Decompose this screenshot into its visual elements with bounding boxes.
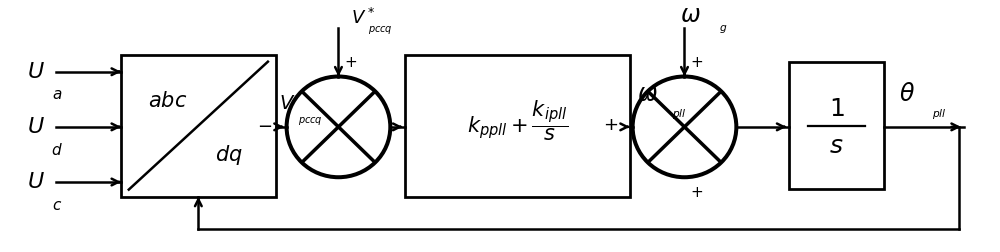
Text: $V^*$: $V^*$ (351, 8, 375, 27)
Text: $a$: $a$ (52, 87, 62, 102)
Text: $\theta$: $\theta$ (899, 81, 915, 105)
Text: $\omega$: $\omega$ (680, 3, 700, 27)
Text: $abc$: $abc$ (148, 91, 187, 111)
Text: $U$: $U$ (27, 116, 45, 136)
Text: $\omega$: $\omega$ (637, 81, 657, 105)
Text: $+$: $+$ (690, 185, 703, 200)
Text: $+$: $+$ (603, 116, 618, 134)
Text: $c$: $c$ (52, 197, 62, 212)
Text: $U$: $U$ (27, 61, 45, 81)
Text: $-$: $-$ (257, 116, 272, 134)
Text: $_{g}$: $_{g}$ (719, 21, 728, 36)
Text: $+$: $+$ (344, 55, 357, 70)
Bar (789, 63, 884, 190)
Text: $k_{ppll}+\dfrac{k_{ipll}}{s}$: $k_{ppll}+\dfrac{k_{ipll}}{s}$ (467, 98, 568, 143)
Text: $+$: $+$ (690, 55, 703, 70)
Text: $dq$: $dq$ (215, 142, 243, 166)
Text: $1$: $1$ (829, 97, 844, 121)
Text: $U$: $U$ (27, 171, 45, 191)
Bar (121, 55, 276, 197)
Text: $_{pll}$: $_{pll}$ (672, 106, 686, 121)
Text: $_{pccq}$: $_{pccq}$ (298, 113, 322, 127)
Text: $_{pll}$: $_{pll}$ (932, 106, 947, 121)
Text: $s$: $s$ (829, 134, 844, 158)
Text: $V$: $V$ (279, 93, 295, 112)
Text: $_{pccq}$: $_{pccq}$ (368, 23, 393, 37)
Text: $d$: $d$ (51, 141, 63, 157)
Bar (405, 55, 630, 197)
